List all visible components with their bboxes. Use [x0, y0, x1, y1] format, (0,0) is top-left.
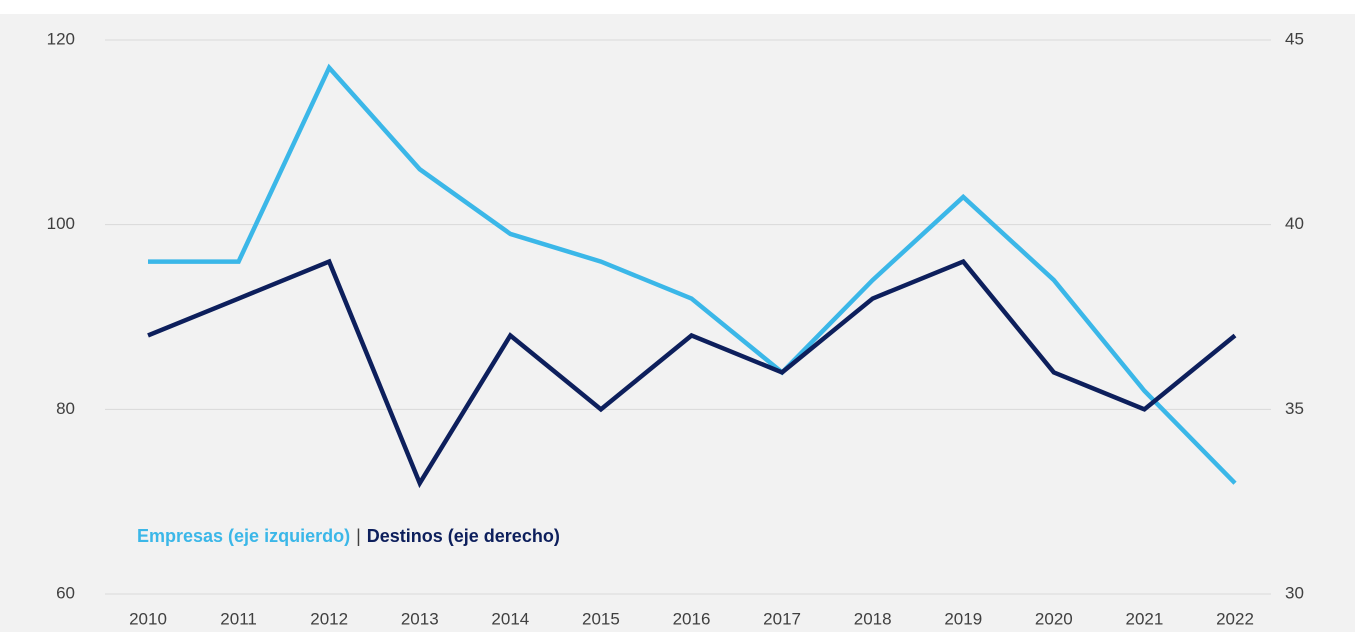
y-tick-label: 120 — [47, 29, 75, 48]
x-tick-label: 2017 — [763, 609, 801, 628]
background — [0, 14, 1355, 632]
x-tick-label: 2018 — [854, 609, 892, 628]
legend-item: Empresas (eje izquierdo) — [137, 526, 350, 546]
x-tick-label: 2021 — [1126, 609, 1164, 628]
x-tick-label: 2014 — [491, 609, 529, 628]
legend: Empresas (eje izquierdo) | Destinos (eje d… — [137, 526, 560, 546]
x-tick-label: 2019 — [944, 609, 982, 628]
x-tick-label: 2013 — [401, 609, 439, 628]
y2-tick-label: 30 — [1285, 583, 1304, 602]
y-tick-label: 80 — [56, 399, 75, 418]
legend-separator: | — [356, 526, 361, 546]
x-tick-label: 2015 — [582, 609, 620, 628]
line-series — [148, 63, 1237, 485]
x-tick-label: 2020 — [1035, 609, 1073, 628]
y2-tick-label: 45 — [1285, 29, 1304, 48]
x-tick-label: 2016 — [673, 609, 711, 628]
x-tick-label: 2011 — [220, 609, 257, 628]
x-tick-label: 2012 — [310, 609, 348, 628]
y-tick-label: 100 — [47, 214, 75, 233]
line-series — [147, 258, 1237, 489]
x-tick-label: 2010 — [129, 609, 167, 628]
y2-tick-label: 40 — [1285, 214, 1304, 233]
legend-item: Destinos (eje derecho) — [367, 526, 560, 546]
y-tick-label: 60 — [56, 583, 75, 602]
x-tick-label: 2022 — [1216, 609, 1254, 628]
y2-tick-label: 35 — [1285, 399, 1304, 418]
